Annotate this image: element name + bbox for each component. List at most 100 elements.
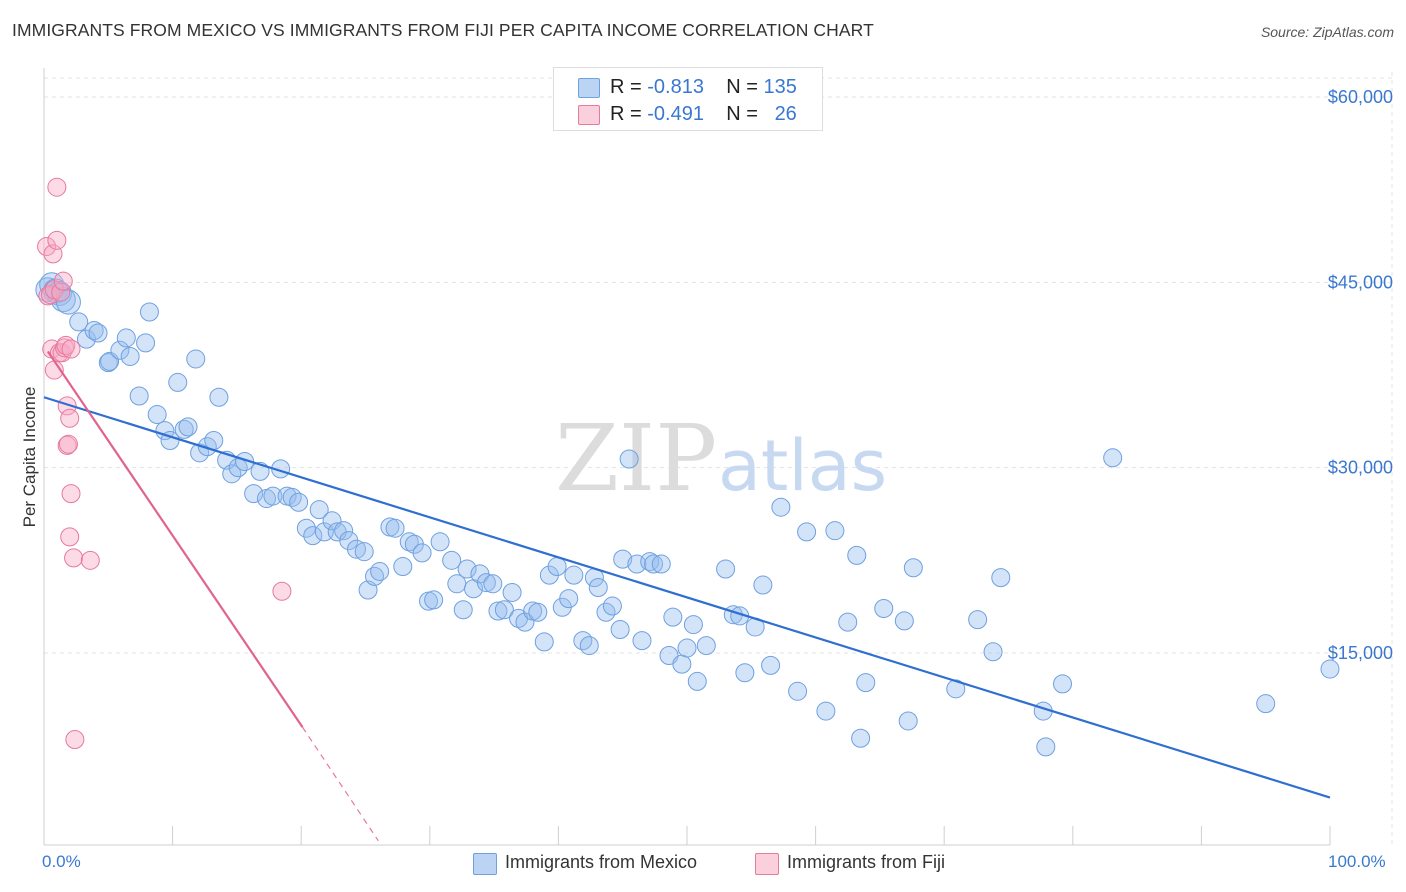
mexico-point — [168, 372, 188, 392]
mexico-point — [488, 601, 508, 621]
mexico-n-label: N = — [726, 76, 758, 98]
y-tick-label: $45,000 — [1328, 272, 1393, 292]
mexico-point — [399, 532, 419, 552]
mexico-point — [1256, 694, 1276, 714]
mexico-point — [98, 353, 118, 373]
mexico-point — [55, 289, 81, 315]
mexico-point — [110, 340, 130, 360]
x-tick-label-max: 100.0% — [1328, 852, 1386, 871]
fiji-series — [37, 177, 292, 749]
mexico-point — [716, 559, 736, 579]
mexico-point — [129, 386, 149, 406]
mexico-point — [968, 610, 988, 630]
mexico-point — [282, 487, 302, 507]
mexico-point — [894, 611, 914, 631]
y-tick-label: $30,000 — [1328, 458, 1393, 478]
mexico-point — [528, 602, 548, 622]
mexico-point — [847, 545, 867, 565]
mexico-point — [354, 542, 374, 562]
mexico-point — [761, 655, 781, 675]
mexico-point — [412, 543, 432, 563]
fiji-point — [80, 550, 100, 570]
mexico-point — [1053, 674, 1073, 694]
correlation-stats-box: R = -0.813 N = 135 R = -0.491 N = 26 — [553, 67, 823, 131]
mexico-point — [619, 449, 639, 469]
fiji-point — [56, 335, 76, 355]
mexico-point — [534, 632, 554, 652]
mexico-point — [370, 561, 390, 581]
mexico-point — [672, 654, 692, 674]
mexico-point — [515, 612, 535, 632]
mexico-point — [88, 323, 108, 343]
mexico-point — [69, 312, 89, 332]
mexico-point — [296, 518, 316, 538]
mexico-r-value: -0.813 — [647, 76, 704, 98]
mexico-point — [564, 565, 584, 585]
mexico-point — [424, 590, 444, 610]
mexico-point — [244, 484, 264, 504]
watermark-atlas: atlas — [718, 425, 887, 507]
fiji-point — [47, 230, 67, 250]
mexico-point — [838, 612, 858, 632]
fiji-n-label: N = — [726, 103, 758, 125]
mexico-trend-line — [43, 396, 1331, 799]
mexico-point — [309, 500, 329, 520]
mexico-point — [263, 486, 283, 506]
fiji-point — [51, 282, 71, 302]
mexico-point — [547, 557, 567, 577]
fiji-r-label: R = — [610, 103, 642, 125]
mexico-point — [946, 679, 966, 699]
mexico-point — [334, 521, 354, 541]
legend-mexico-swatch — [473, 853, 497, 875]
fiji-trend-line — [46, 350, 304, 728]
mexico-point — [393, 557, 413, 577]
mexico-point — [209, 387, 229, 407]
mexico-point — [797, 522, 817, 542]
mexico-point — [442, 550, 462, 570]
mexico-point — [579, 636, 599, 656]
mexico-point — [816, 701, 836, 721]
mexico-r-label: R = — [610, 76, 642, 98]
fiji-r-value: -0.491 — [647, 103, 704, 125]
mexico-point — [588, 578, 608, 598]
fiji-point — [61, 339, 81, 359]
mexico-point — [120, 346, 140, 366]
fiji-n-value: 26 — [774, 103, 797, 125]
fiji-point — [53, 271, 73, 291]
mexico-point — [735, 663, 755, 683]
watermark: ZIP atlas — [555, 405, 887, 512]
fiji-point — [60, 527, 80, 547]
mexico-point — [613, 549, 633, 569]
mexico-point — [825, 521, 845, 541]
mexico-point — [116, 328, 136, 348]
mexico-point — [573, 631, 593, 651]
mexico-point — [155, 421, 175, 441]
mexico-point — [559, 589, 579, 609]
fiji-point — [64, 548, 84, 568]
mexico-point — [476, 573, 496, 593]
y-tick-label: $15,000 — [1328, 643, 1393, 663]
mexico-series — [35, 272, 1340, 757]
fiji-point — [272, 581, 292, 601]
chart-title: IMMIGRANTS FROM MEXICO VS IMMIGRANTS FRO… — [12, 20, 874, 40]
mexico-point — [771, 497, 791, 517]
mexico-point — [502, 582, 522, 602]
mexico-point — [788, 681, 808, 701]
mexico-point — [139, 302, 159, 322]
fiji-point — [47, 177, 67, 197]
mexico-point — [898, 711, 918, 731]
legend-fiji-swatch — [755, 853, 779, 875]
mexico-point — [453, 600, 473, 620]
mexico-point — [610, 620, 630, 640]
mexico-point — [1320, 659, 1340, 679]
trend-lines — [43, 350, 1331, 842]
mexico-point — [190, 443, 210, 463]
legend-mexico-label: Immigrants from Mexico — [505, 852, 698, 872]
fiji-point — [57, 396, 77, 416]
mexico-swatch — [578, 78, 600, 98]
fiji-trend-extension — [301, 726, 379, 842]
mexico-point — [856, 673, 876, 693]
axes — [43, 68, 1331, 846]
fiji-point — [65, 729, 85, 749]
mexico-point — [683, 615, 703, 635]
